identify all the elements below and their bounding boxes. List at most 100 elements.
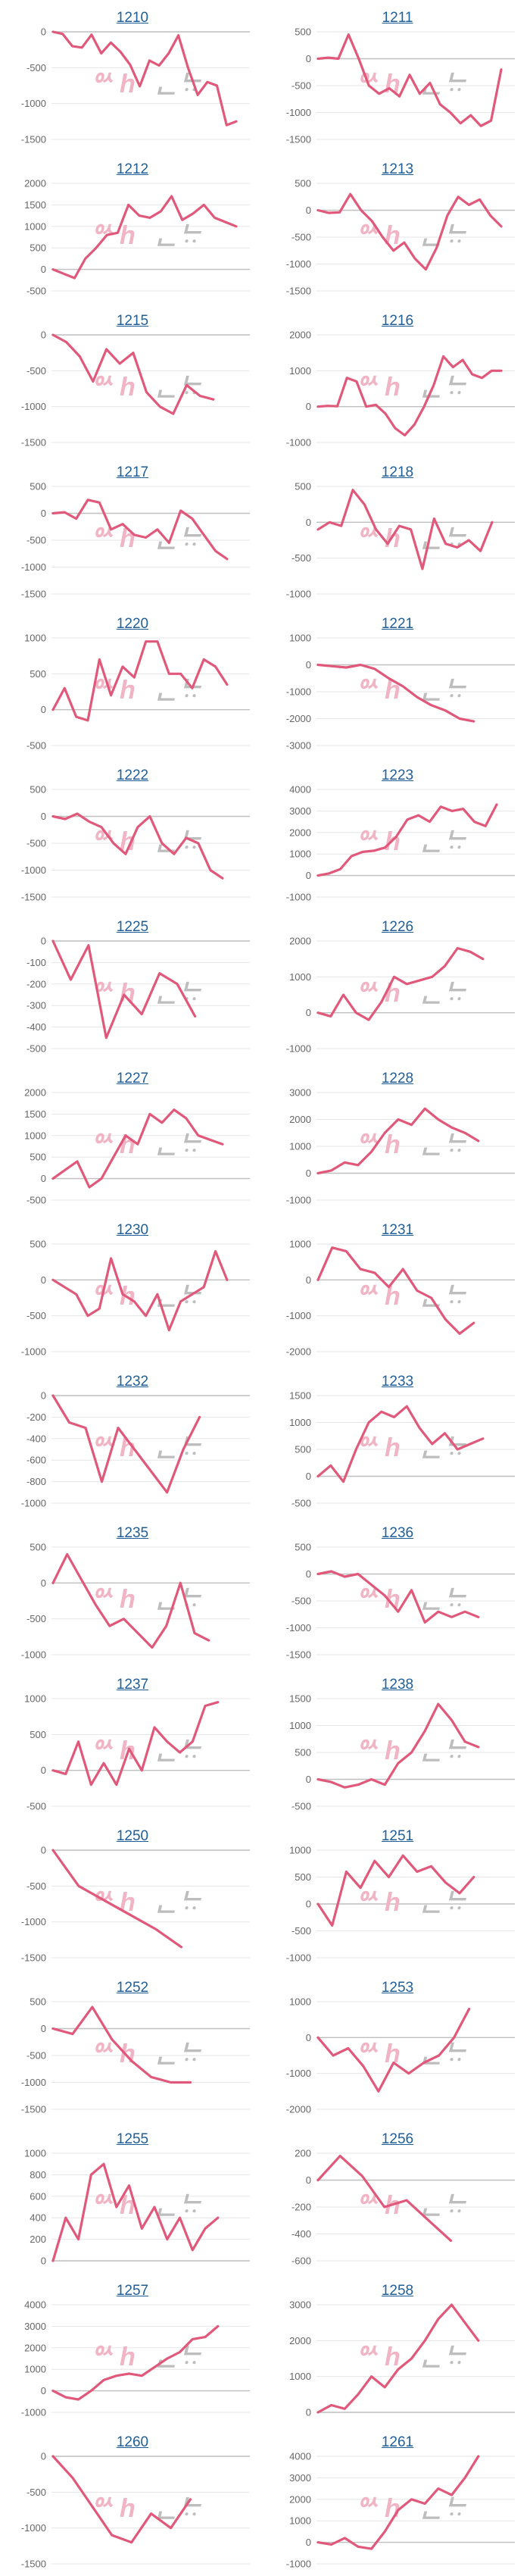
chart-title[interactable]: 1251 [381, 1828, 414, 1844]
svg-text:ᅅ h: ᅅ h [89, 70, 136, 98]
chart-title[interactable]: 1218 [381, 464, 414, 480]
chart-svg: 2000 1500 1000 500 0 -500 ᅅ h ᆫᄂᆢ [24, 1087, 250, 1206]
y-tick-label: 0 [41, 936, 46, 947]
y-tick-label: -500 [26, 838, 46, 849]
y-tick-label: 500 [30, 1152, 46, 1163]
chart-svg: 2000 1000 0 -1000 ᅅ h ᆫᄂᆢ [286, 936, 515, 1055]
chart-svg: 1000 800 600 400 200 0 ᅅ h ᆫᄂᆢ [24, 2148, 250, 2267]
svg-text:ᆫᄂᆢ: ᆫᄂᆢ [154, 1888, 202, 1917]
chart-svg: 500 0 -500 -1000 -1500 ᅅ h ᆫᄂᆢ [286, 27, 515, 145]
chart-panel: 4000 3000 2000 1000 0 -1000 ᅅ h ᆫᄂᆢ 1257 [0, 2273, 265, 2424]
y-tick-label: 1000 [289, 1845, 311, 1856]
chart-title[interactable]: 1237 [116, 1677, 149, 1693]
svg-text:ᅅ h: ᅅ h [89, 373, 136, 402]
y-tick-label: 0 [306, 2537, 311, 2548]
chart-title[interactable]: 1250 [116, 1828, 149, 1844]
y-tick-label: -1500 [21, 437, 46, 449]
y-tick-label: -200 [26, 978, 46, 989]
svg-text:ᅅ h: ᅅ h [89, 221, 136, 250]
y-tick-label: -500 [292, 1925, 311, 1937]
y-tick-label: -200 [292, 2202, 311, 2213]
y-tick-label: -1000 [21, 2077, 46, 2088]
svg-text:ᅅ h: ᅅ h [89, 1130, 136, 1159]
svg-text:ᆫᄂᆢ: ᆫᄂᆢ [419, 70, 467, 98]
chart-title[interactable]: 1220 [116, 616, 149, 632]
svg-text:ᆫᄂᆢ: ᆫᄂᆢ [154, 1433, 202, 1462]
svg-text:ᅅ h: ᅅ h [354, 70, 401, 98]
y-tick-label: 2000 [24, 1087, 46, 1099]
y-tick-label: -500 [26, 1613, 46, 1624]
chart-title[interactable]: 1252 [116, 1980, 149, 1996]
chart-title[interactable]: 1260 [116, 2434, 149, 2450]
chart-title[interactable]: 1217 [116, 464, 149, 480]
y-tick-label: 500 [30, 1996, 46, 2008]
y-tick-label: -300 [26, 1000, 46, 1011]
y-tick-label: 2000 [289, 2493, 311, 2505]
chart-title[interactable]: 1222 [116, 767, 149, 783]
chart-title[interactable]: 1256 [381, 2131, 414, 2147]
chart-title[interactable]: 1231 [381, 1222, 414, 1238]
svg-text:ᅅ h: ᅅ h [354, 373, 401, 402]
chart-title[interactable]: 1236 [381, 1525, 414, 1541]
chart-title[interactable]: 1212 [116, 161, 149, 177]
chart-title[interactable]: 1233 [381, 1374, 414, 1390]
y-tick-label: 0 [306, 517, 311, 528]
y-tick-label: 1000 [289, 2371, 311, 2382]
y-tick-label: 1000 [289, 633, 311, 644]
watermark-logo: ᅅ h ᆫᄂᆢ [89, 2040, 202, 2068]
series-line [51, 195, 238, 280]
y-tick-label: 1000 [24, 2364, 46, 2375]
watermark-logo: ᅅ h ᆫᄂᆢ [354, 2343, 467, 2371]
chart-title[interactable]: 1253 [381, 1980, 414, 1996]
y-tick-label: 500 [295, 27, 311, 38]
series-line [316, 33, 503, 127]
chart-title[interactable]: 1216 [381, 313, 414, 329]
chart-title[interactable]: 1210 [116, 10, 149, 26]
y-tick-label: 1500 [289, 1693, 311, 1705]
series-line [51, 1701, 220, 1787]
chart-title[interactable]: 1225 [116, 919, 149, 935]
chart-title[interactable]: 1255 [116, 2131, 149, 2147]
y-tick-label: 1000 [24, 633, 46, 644]
chart-title[interactable]: 1258 [381, 2283, 414, 2299]
chart-title[interactable]: 1215 [116, 313, 149, 329]
y-tick-label: 0 [306, 1774, 311, 1785]
y-tick-label: -1000 [21, 2522, 46, 2534]
y-tick-label: -500 [292, 80, 311, 92]
y-tick-label: -3000 [286, 740, 311, 752]
svg-text:ᆫᄂᆢ: ᆫᄂᆢ [419, 827, 467, 856]
chart-title[interactable]: 1226 [381, 919, 414, 935]
series-line [51, 1108, 224, 1189]
chart-title[interactable]: 1257 [116, 2283, 149, 2299]
series-line [51, 2324, 220, 2401]
y-tick-label: -500 [26, 740, 46, 752]
chart-title[interactable]: 1261 [381, 2434, 414, 2450]
y-tick-label: 0 [306, 401, 311, 412]
y-tick-label: 0 [41, 811, 46, 822]
chart-title[interactable]: 1211 [382, 10, 413, 26]
svg-text:ᆫᄂᆢ: ᆫᄂᆢ [419, 2040, 467, 2068]
chart-title[interactable]: 1227 [116, 1071, 149, 1086]
svg-text:ᅅ h: ᅅ h [354, 1282, 401, 1311]
y-tick-label: 2000 [289, 330, 311, 341]
series-line [316, 2154, 453, 2242]
y-tick-label: 4000 [289, 2451, 311, 2462]
chart-panel: 0 -100 -200 -300 -400 -500 ᅅ h ᆫᄂᆢ 1225 [0, 909, 265, 1061]
chart-title[interactable]: 1221 [381, 616, 414, 632]
chart-title[interactable]: 1230 [116, 1222, 149, 1238]
chart-title[interactable]: 1232 [116, 1374, 149, 1390]
chart-panel: 0 -500 -1000 -1500 ᅅ h ᆫᄂᆢ 1250 [0, 1818, 265, 1970]
chart-title[interactable]: 1213 [381, 161, 414, 177]
series-line [316, 1570, 480, 1624]
y-tick-label: 4000 [24, 2299, 46, 2311]
y-tick-label: -500 [292, 1801, 311, 1812]
svg-text:ᅅ h: ᅅ h [354, 1737, 401, 1765]
chart-title[interactable]: 1235 [116, 1525, 149, 1541]
chart-title[interactable]: 1223 [381, 767, 414, 783]
series-line [316, 2007, 471, 2093]
y-tick-label: 0 [41, 704, 46, 715]
chart-panel: 2000 1500 1000 500 0 -500 ᅅ h ᆫᄂᆢ 1212 [0, 152, 265, 303]
chart-title[interactable]: 1228 [381, 1071, 414, 1086]
chart-svg: 1500 1000 500 0 -500 ᅅ h ᆫᄂᆢ [289, 1693, 515, 1812]
chart-title[interactable]: 1238 [381, 1677, 414, 1693]
